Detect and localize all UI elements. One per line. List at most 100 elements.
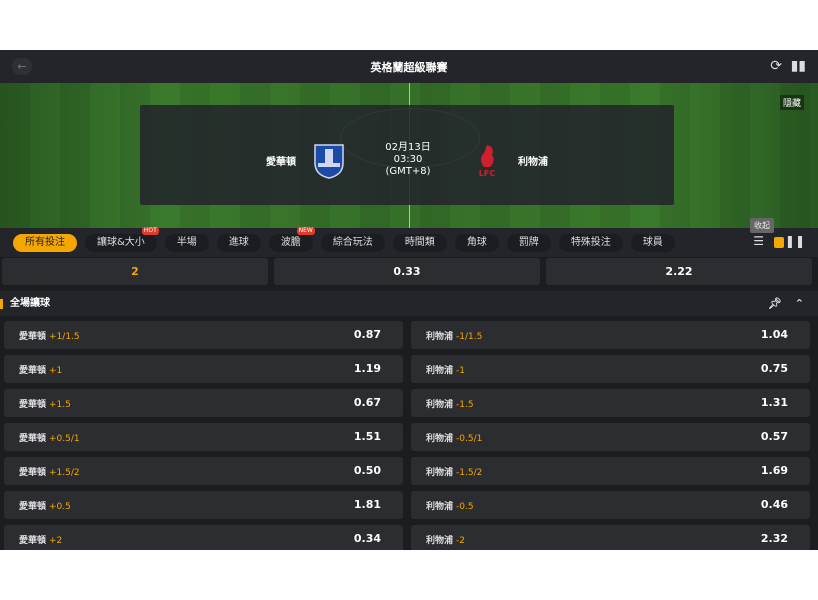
handicap: +0.5 xyxy=(49,502,71,512)
double-column-icon[interactable]: ❚❚ xyxy=(784,234,805,248)
odds-away-button[interactable]: 利物浦 -1/1.5 1.04 xyxy=(411,321,810,349)
odds-value: 0.50 xyxy=(353,464,381,477)
section-header[interactable]: 全場讓球 📌︎ ⌃ xyxy=(0,291,818,316)
team-name: 利物浦 xyxy=(426,468,454,478)
tab-1[interactable]: 讓球&大小 HOT xyxy=(85,226,159,252)
team-name: 利物浦 xyxy=(426,536,454,546)
odds-home-button[interactable]: 愛華頓 +1 1.19 xyxy=(4,355,403,383)
tab-label: 綜合玩法 xyxy=(332,236,373,248)
tab-label: 半場 xyxy=(176,236,197,248)
chevron-up-icon[interactable]: ⌃ xyxy=(794,297,804,310)
odds-value: 0.57 xyxy=(760,430,788,443)
handicap: +2 xyxy=(49,536,63,546)
odds-value: 0.67 xyxy=(353,396,381,409)
collapse-icon[interactable]: ☰ xyxy=(753,234,764,248)
selection: 愛華頓 +1 xyxy=(19,363,62,376)
tab-2[interactable]: 半場 xyxy=(164,233,209,252)
selection: 愛華頓 +0.5/1 xyxy=(19,431,80,444)
odds-value: 0.87 xyxy=(353,328,381,341)
selection: 愛華頓 +0.5 xyxy=(19,499,71,512)
odds-value: 0.75 xyxy=(760,362,788,375)
handicap: -1.5 xyxy=(456,400,474,410)
score-home[interactable]: 2 xyxy=(2,258,268,285)
selection: 利物浦 -0.5 xyxy=(426,499,474,512)
selection: 利物浦 -0.5/1 xyxy=(426,431,482,444)
score-away[interactable]: 2.22 xyxy=(546,258,812,285)
odds-home-button[interactable]: 愛華頓 +1.5/2 0.50 xyxy=(4,457,403,485)
team-name: 利物浦 xyxy=(426,434,454,444)
odds-away-button[interactable]: 利物浦 -0.5/1 0.57 xyxy=(411,423,810,451)
tab-label: 角球 xyxy=(466,236,487,248)
selection: 利物浦 -1/1.5 xyxy=(426,329,482,342)
bar-chart-icon[interactable]: ▮▮ xyxy=(790,58,806,74)
odds-away-button[interactable]: 利物浦 -1 0.75 xyxy=(411,355,810,383)
odds-home-button[interactable]: 愛華頓 +0.5 1.81 xyxy=(4,491,403,519)
odds-home-button[interactable]: 愛華頓 +2 0.34 xyxy=(4,525,403,550)
handicap: -2 xyxy=(456,536,465,546)
team-name: 愛華頓 xyxy=(19,536,47,546)
tab-6[interactable]: 時間類 xyxy=(392,233,447,252)
match-page: ← 英格蘭超級聯賽 ⟳ ▮▮ 隱藏 愛華頓 02月13日 03:30 (GMT+… xyxy=(0,50,818,550)
tab-3[interactable]: 進球 xyxy=(216,233,261,252)
odds-value: 2.32 xyxy=(760,532,788,545)
tab-7[interactable]: 角球 xyxy=(454,233,499,252)
selection: 利物浦 -1.5 xyxy=(426,397,474,410)
tab-0[interactable]: 所有投注 xyxy=(13,233,77,252)
handicap: +1/1.5 xyxy=(49,332,80,342)
tab-label: 讓球&大小 xyxy=(97,236,145,248)
odds-home-button[interactable]: 愛華頓 +0.5/1 1.51 xyxy=(4,423,403,451)
match-time: 03:30 xyxy=(393,154,423,165)
tab-5[interactable]: 綜合玩法 xyxy=(320,233,385,252)
odds-list: 愛華頓 +1/1.5 0.87 利物浦 -1/1.5 1.04 愛華頓 +1 1.19… xyxy=(0,316,818,550)
match-banner: 隱藏 愛華頓 02月13日 03:30 (GMT+8) LFC 利物浦 xyxy=(0,83,818,228)
team-name: 愛華頓 xyxy=(19,502,47,512)
handicap: +1 xyxy=(49,366,63,376)
handicap: -0.5/1 xyxy=(456,434,483,444)
back-button[interactable]: ← xyxy=(12,58,32,75)
hide-button[interactable]: 隱藏 xyxy=(779,95,804,110)
odds-away-button[interactable]: 利物浦 -2 2.32 xyxy=(411,525,810,550)
team-name: 利物浦 xyxy=(426,502,454,512)
odds-home-button[interactable]: 愛華頓 +1.5 0.67 xyxy=(4,389,403,417)
match-timezone: (GMT+8) xyxy=(385,166,431,177)
market-tabs: 所有投注 讓球&大小 HOT 半場 進球 波膽 NEW 綜合玩法 時間類 角球 罰牌 特殊投注 球員 收起… xyxy=(0,218,818,257)
tab-label: 所有投注 xyxy=(25,236,65,248)
handicap: -0.5 xyxy=(456,502,474,512)
team-name: 利物浦 xyxy=(426,400,454,410)
tab-8[interactable]: 罰牌 xyxy=(506,233,551,252)
arrow-left-icon: ← xyxy=(17,60,27,73)
away-team: 利物浦 xyxy=(518,157,548,168)
selection: 愛華頓 +1.5 xyxy=(19,397,71,410)
team-name: 愛華頓 xyxy=(19,400,47,410)
score-draw[interactable]: 0.33 xyxy=(274,258,540,285)
selection: 愛華頓 +1.5/2 xyxy=(19,465,80,478)
team-name: 利物浦 xyxy=(426,332,454,342)
team-name: 愛華頓 xyxy=(19,468,47,478)
team-name: 愛華頓 xyxy=(19,434,47,444)
match-info: 愛華頓 02月13日 03:30 (GMT+8) LFC 利物浦 xyxy=(140,105,674,205)
tab-9[interactable]: 特殊投注 xyxy=(558,233,623,252)
section-title: 全場讓球 xyxy=(10,298,50,309)
pin-icon[interactable]: 📌︎ xyxy=(768,297,782,310)
odds-value: 1.04 xyxy=(760,328,788,341)
odds-away-button[interactable]: 利物浦 -0.5 0.46 xyxy=(411,491,810,519)
single-column-icon[interactable] xyxy=(774,237,784,248)
refresh-icon[interactable]: ⟳ xyxy=(770,58,782,74)
tab-4[interactable]: 波膽 NEW xyxy=(268,226,315,252)
selection: 利物浦 -2 xyxy=(426,533,465,546)
handicap: +0.5/1 xyxy=(49,434,80,444)
everton-crest-icon xyxy=(314,144,344,179)
tab-label: 時間類 xyxy=(404,236,435,248)
tab-badge: NEW xyxy=(296,226,315,235)
collapse-tooltip: 收起 xyxy=(750,218,774,233)
team-name: 愛華頓 xyxy=(19,366,47,376)
odds-home-button[interactable]: 愛華頓 +1/1.5 0.87 xyxy=(4,321,403,349)
page-title: 英格蘭超級聯賽 xyxy=(370,60,448,74)
handicap: -1/1.5 xyxy=(456,332,483,342)
odds-away-button[interactable]: 利物浦 -1.5 1.31 xyxy=(411,389,810,417)
odds-away-button[interactable]: 利物浦 -1.5/2 1.69 xyxy=(411,457,810,485)
tab-label: 波膽 xyxy=(280,236,301,248)
team-name: 利物浦 xyxy=(426,366,454,376)
tab-10[interactable]: 球員 xyxy=(630,233,675,252)
selection: 利物浦 -1 xyxy=(426,363,465,376)
